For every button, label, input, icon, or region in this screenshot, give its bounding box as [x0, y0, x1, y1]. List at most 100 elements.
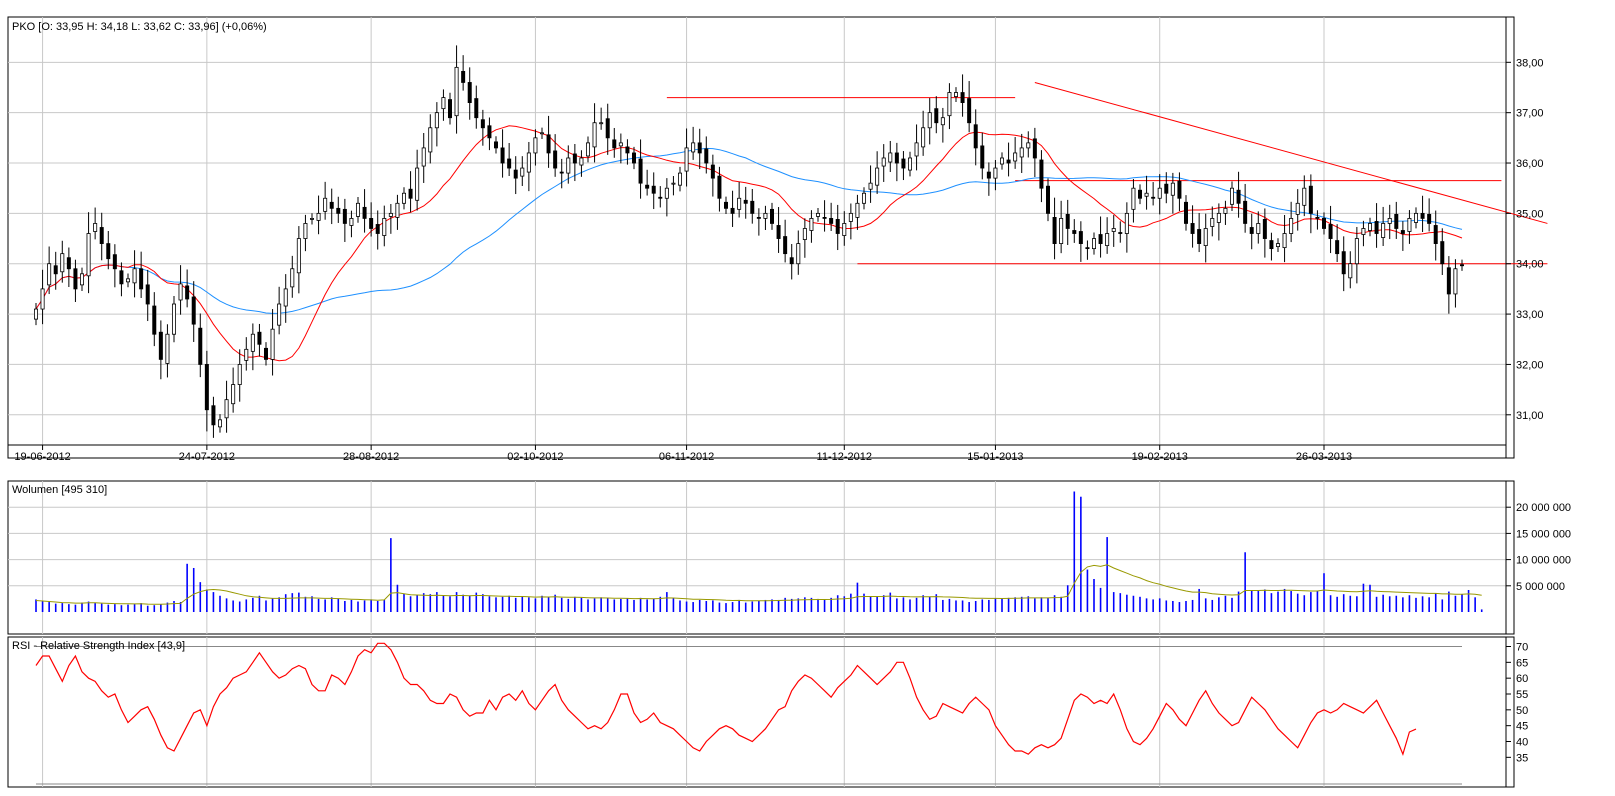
candle	[632, 146, 637, 170]
candle-body	[967, 98, 972, 124]
candle	[316, 195, 321, 235]
candle-body	[1361, 228, 1366, 235]
candle-body	[1111, 228, 1116, 232]
candle	[1276, 238, 1281, 252]
candle	[40, 269, 45, 325]
candle-body	[329, 201, 334, 209]
price-panel: 31,00 32,00 33,00 34,00 35,00 36,00 37,00 38,00…	[7, 16, 1548, 463]
candle	[809, 210, 814, 243]
candle-body	[1105, 233, 1110, 247]
candle	[1019, 133, 1024, 173]
candle	[737, 182, 742, 218]
candle-body	[388, 212, 393, 217]
candle	[908, 151, 913, 177]
candle	[579, 150, 584, 177]
candle	[1453, 259, 1458, 308]
candle-body	[47, 263, 52, 286]
rsi-grid	[36, 637, 1462, 787]
candle	[1013, 137, 1018, 169]
candle	[1177, 172, 1182, 212]
candle-body	[126, 278, 131, 283]
candle	[152, 292, 157, 347]
candle	[303, 214, 308, 252]
candle	[993, 160, 998, 191]
candle	[921, 110, 926, 156]
candle-body	[1177, 180, 1182, 199]
candle	[415, 149, 420, 211]
candle-body	[336, 207, 341, 214]
candle	[507, 142, 512, 177]
candle	[461, 55, 466, 91]
candle	[296, 226, 301, 294]
candle	[34, 303, 39, 326]
candle	[323, 181, 328, 220]
candle-body	[605, 118, 610, 139]
candle-body	[454, 66, 459, 117]
candle	[559, 158, 564, 189]
candle-body	[428, 127, 433, 153]
candle	[447, 92, 452, 125]
candle	[1203, 213, 1208, 263]
candle-body	[369, 218, 374, 229]
candle-body	[540, 132, 545, 135]
candle	[474, 85, 479, 129]
candle-body	[204, 364, 209, 411]
candle-body	[1000, 157, 1005, 165]
candle-body	[1092, 238, 1097, 250]
candle	[980, 132, 985, 180]
rsi-panel-title: RSI - Relative Strength Index [43,9]	[12, 640, 185, 652]
candle-body	[901, 158, 906, 169]
candle	[671, 176, 676, 196]
rsi-y-tick-label: 55	[1516, 689, 1528, 701]
candle	[513, 156, 518, 195]
candle	[914, 124, 919, 171]
price-y-tick-label: 32,00	[1516, 359, 1544, 371]
candle-body	[1249, 227, 1254, 234]
candle	[185, 269, 190, 308]
candle-body	[658, 196, 663, 199]
candle	[1170, 172, 1175, 214]
rsi-y-tick-label: 60	[1516, 673, 1528, 685]
candle	[1433, 210, 1438, 261]
long-moving-average-line	[35, 147, 1463, 314]
candle-body	[1302, 187, 1307, 206]
candle	[1243, 183, 1248, 233]
candle	[388, 204, 393, 234]
candle	[1354, 226, 1359, 284]
candle	[1348, 251, 1353, 289]
candle	[1151, 182, 1156, 206]
candle-body	[1460, 264, 1465, 267]
candle-body	[697, 142, 702, 154]
candle	[973, 109, 978, 166]
candle	[638, 139, 643, 199]
candle-body	[599, 122, 604, 125]
candle	[231, 367, 236, 413]
candle	[658, 186, 663, 208]
candle-body	[572, 153, 577, 164]
candle-body	[947, 92, 952, 117]
candle	[586, 136, 591, 163]
candle	[1118, 221, 1123, 243]
candle	[855, 194, 860, 230]
candle	[789, 243, 794, 280]
candle	[572, 143, 577, 182]
candle-body	[809, 218, 814, 231]
rsi-y-axis: 35 40 45 50 55 60 65 70	[1505, 637, 1528, 787]
candle	[1210, 206, 1215, 237]
candle-body	[1269, 240, 1274, 250]
candle	[1032, 127, 1037, 178]
candle-body	[1368, 223, 1373, 231]
date-x-tick-label: 11-12-2012	[817, 451, 872, 463]
candle	[1335, 224, 1340, 263]
candle	[132, 250, 137, 298]
candle-body	[980, 145, 985, 169]
candle	[53, 251, 58, 290]
volume-bars	[35, 491, 1483, 612]
candle-body	[1223, 207, 1228, 214]
candle	[428, 114, 433, 164]
rsi-line	[35, 642, 1417, 757]
candle	[796, 230, 801, 275]
candle-body	[1308, 185, 1313, 214]
candle-body	[382, 218, 387, 236]
